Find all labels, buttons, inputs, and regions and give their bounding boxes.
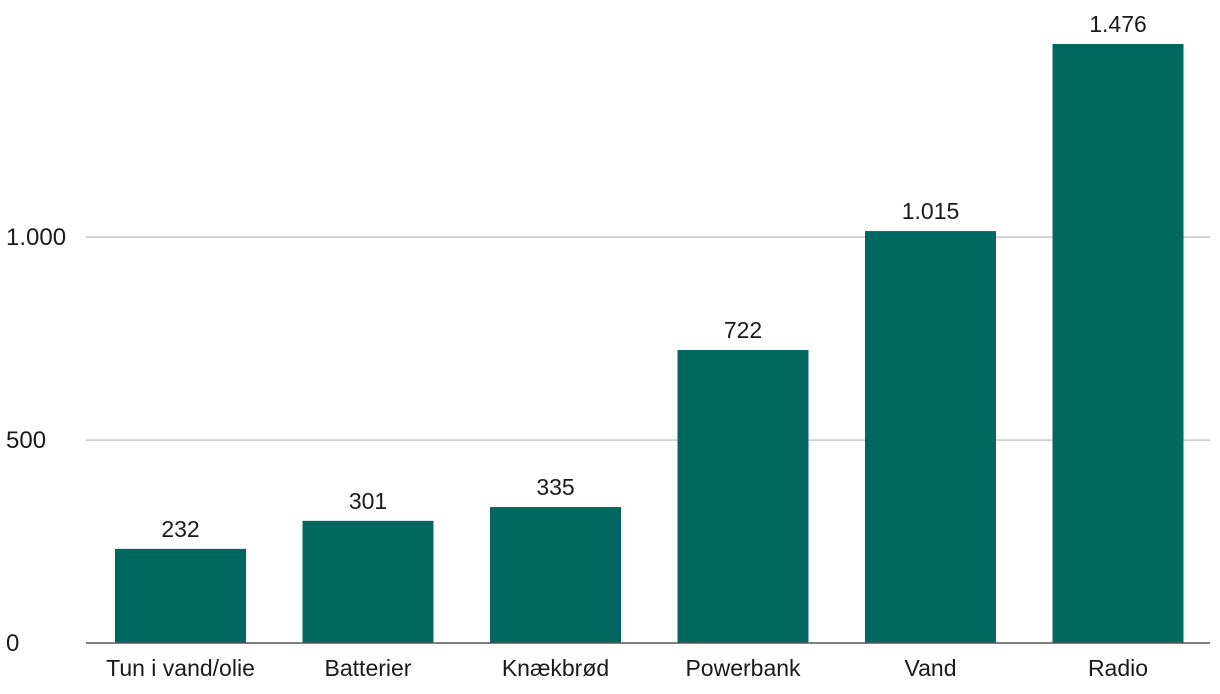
bar <box>677 349 809 643</box>
x-tick-label: Powerbank <box>685 655 801 681</box>
bar <box>865 231 996 643</box>
bar <box>302 520 434 643</box>
bar <box>1052 44 1184 643</box>
x-tick-label: Radio <box>1088 655 1148 681</box>
y-tick-label: 0 <box>6 630 19 657</box>
x-tick-label: Knækbrød <box>502 655 609 681</box>
x-tick-label: Batterier <box>325 655 412 681</box>
data-label: 1.015 <box>902 198 960 224</box>
y-tick-label: 500 <box>6 427 46 454</box>
data-label: 301 <box>349 488 387 514</box>
category-labels: Tun i vand/olie Batterier Knækbrød Powerban… <box>106 655 1148 681</box>
x-tick-label: Tun i vand/olie <box>106 655 255 681</box>
y-tick-label: 1.000 <box>6 224 66 251</box>
data-label: 335 <box>536 474 574 500</box>
data-label: 232 <box>161 516 199 542</box>
gridlines <box>86 236 1210 441</box>
bar <box>490 507 621 643</box>
data-label: 1.476 <box>1089 11 1147 37</box>
data-labels: 232 301 335 722 1.015 1.476 <box>161 11 1146 542</box>
bar <box>115 548 246 643</box>
x-tick-label: Vand <box>904 655 956 681</box>
data-label: 722 <box>724 317 762 343</box>
bars <box>115 44 1184 643</box>
y-axis-tick-labels: 0 500 1.000 <box>6 224 66 657</box>
